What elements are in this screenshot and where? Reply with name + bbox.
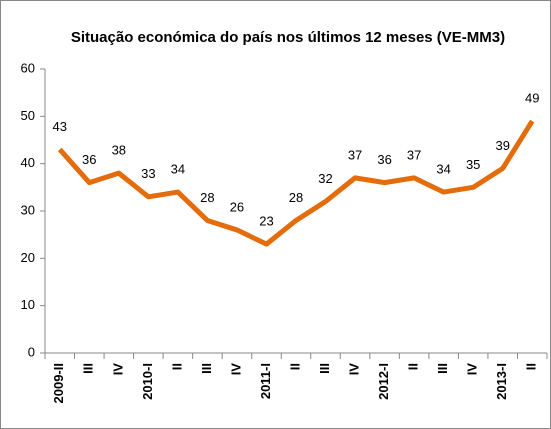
x-tick-label: III <box>435 363 450 374</box>
y-tick-label: 0 <box>28 344 35 359</box>
data-label: 35 <box>466 157 480 172</box>
data-label: 49 <box>525 91 539 106</box>
x-tick-label: IV <box>465 363 480 376</box>
data-label: 26 <box>230 199 244 214</box>
data-label: 33 <box>141 166 155 181</box>
y-tick-label: 50 <box>21 108 35 123</box>
x-tick-label: II <box>406 363 421 370</box>
data-label: 23 <box>259 214 273 229</box>
y-tick-label: 20 <box>21 250 35 265</box>
x-tick-label: III <box>317 363 332 374</box>
data-label: 39 <box>495 138 509 153</box>
y-tick-label: 60 <box>21 60 35 75</box>
data-label: 28 <box>289 190 303 205</box>
y-tick-label: 10 <box>21 297 35 312</box>
x-tick-label: II <box>524 363 539 370</box>
line <box>57 119 535 247</box>
x-tick-label: 2012-I <box>376 363 391 400</box>
x-tick-label: II <box>169 363 184 370</box>
x-tick-label: 2010-I <box>140 363 155 400</box>
data-label: 34 <box>171 162 185 177</box>
x-tick-label: 2011-I <box>258 363 273 399</box>
x-tick-label: III <box>81 363 96 374</box>
y-tick-label: 30 <box>21 202 35 217</box>
data-label: 43 <box>53 119 67 134</box>
x-tick-label: IV <box>110 363 125 376</box>
x-tick-label: III <box>199 363 214 374</box>
data-label: 32 <box>318 171 332 186</box>
data-label: 34 <box>436 162 450 177</box>
chart-title: Situação económica do país nos últimos 1… <box>71 29 505 46</box>
data-label: 38 <box>112 143 126 158</box>
x-tick-label: 2009-II <box>51 363 66 403</box>
x-tick-label: II <box>287 363 302 370</box>
data-label: 37 <box>348 147 362 162</box>
data-label: 37 <box>407 147 421 162</box>
data-label: 28 <box>200 190 214 205</box>
y-tick-label: 40 <box>21 155 35 170</box>
data-label: 36 <box>377 152 391 167</box>
data-label: 36 <box>82 152 96 167</box>
x-tick-label: 2013-I <box>494 363 509 400</box>
x-tick-label: IV <box>346 363 361 376</box>
x-tick-label: IV <box>228 363 243 376</box>
